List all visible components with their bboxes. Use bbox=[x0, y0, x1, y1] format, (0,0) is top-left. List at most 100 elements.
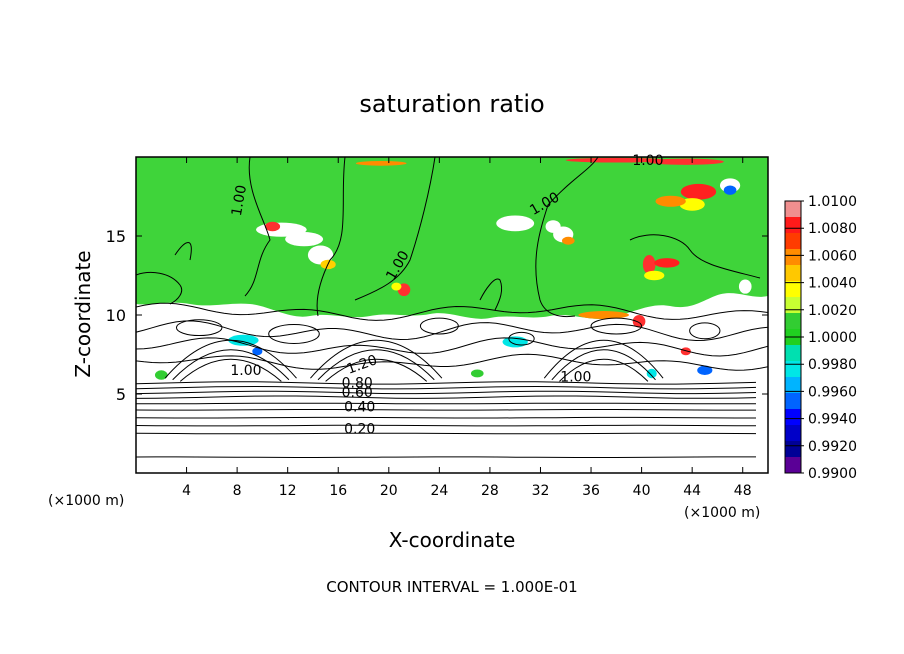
contour-line bbox=[136, 432, 757, 435]
contour-line bbox=[136, 390, 757, 395]
contour-label: 1.00 bbox=[230, 363, 261, 379]
x-axis-label: X-coordinate bbox=[389, 528, 516, 552]
contour-line bbox=[479, 278, 503, 311]
y-tick-label: 10 bbox=[106, 306, 126, 325]
field-patch bbox=[252, 347, 263, 356]
contour-line bbox=[136, 337, 768, 357]
contour-line bbox=[136, 424, 757, 427]
contour-line bbox=[136, 381, 757, 385]
colorbar-swatch bbox=[785, 217, 801, 234]
contour-line bbox=[136, 353, 768, 371]
contour-loop bbox=[689, 322, 721, 340]
field-patch bbox=[496, 215, 535, 232]
contour-line bbox=[136, 302, 768, 321]
x-tick-label: 36 bbox=[582, 483, 600, 499]
colorbar-tick-label: 1.0020 bbox=[808, 303, 857, 319]
contour-loop bbox=[268, 323, 320, 344]
contour-line bbox=[316, 157, 346, 317]
contour-line bbox=[136, 385, 757, 390]
colorbar-swatch bbox=[785, 297, 801, 314]
contour-loop bbox=[508, 331, 535, 346]
colorbar-tick-label: 1.0060 bbox=[808, 248, 857, 264]
colorbar-tick-label: 1.0040 bbox=[808, 276, 857, 292]
colorbar-tick-label: 0.9900 bbox=[808, 466, 857, 482]
contour-loop bbox=[175, 319, 223, 337]
x-tick-label: 20 bbox=[380, 483, 398, 499]
contour-line bbox=[136, 272, 183, 305]
colorbar-swatch bbox=[785, 201, 801, 218]
contour-line bbox=[629, 234, 761, 279]
contour-label: 1.00 bbox=[632, 153, 663, 169]
colorbar-swatch bbox=[785, 457, 801, 474]
field-patch bbox=[355, 160, 407, 166]
plot-area bbox=[136, 157, 768, 473]
contour-line bbox=[354, 157, 436, 301]
field-patch bbox=[655, 195, 686, 207]
x-tick-label: 8 bbox=[233, 483, 242, 499]
colorbar-tick-label: 0.9960 bbox=[808, 384, 857, 400]
contour-line bbox=[136, 395, 757, 399]
colorbar-swatch bbox=[785, 233, 801, 250]
contour-line bbox=[136, 320, 768, 342]
contour-line bbox=[179, 358, 282, 382]
field-patch bbox=[285, 232, 324, 247]
y-tick-label: 15 bbox=[106, 227, 126, 246]
chart-title: saturation ratio bbox=[359, 90, 544, 118]
colorbar-swatch bbox=[785, 249, 801, 266]
field-patch bbox=[578, 311, 629, 319]
contour-loop bbox=[590, 317, 643, 335]
field-patch bbox=[391, 282, 402, 291]
field-patch bbox=[654, 258, 680, 268]
colorbar-swatch bbox=[785, 313, 801, 330]
contour-line bbox=[543, 340, 664, 379]
contour-line bbox=[244, 157, 271, 297]
x-unit-left: (×1000 m) bbox=[48, 493, 124, 509]
x-tick-label: 12 bbox=[279, 483, 297, 499]
x-tick-label: 40 bbox=[633, 483, 651, 499]
field-patch bbox=[561, 236, 575, 245]
field-patch bbox=[723, 185, 737, 195]
field-patch bbox=[680, 347, 691, 356]
x-tick-label: 16 bbox=[329, 483, 347, 499]
field-patch bbox=[680, 183, 717, 200]
field-patch bbox=[730, 297, 751, 317]
contour-label: 0.60 bbox=[342, 385, 373, 401]
saturated-region bbox=[136, 157, 768, 319]
colorbar-swatch bbox=[785, 281, 801, 298]
y-axis-label: Z-coordinate bbox=[71, 250, 95, 377]
contour-line bbox=[310, 339, 443, 379]
x-tick-label: 44 bbox=[683, 483, 701, 499]
x-tick-label: 28 bbox=[481, 483, 499, 499]
field-patch bbox=[307, 245, 334, 265]
contour-line bbox=[136, 416, 756, 419]
contour-loop bbox=[419, 317, 459, 335]
contour-line bbox=[136, 402, 757, 405]
colorbar-tick-label: 0.9980 bbox=[808, 357, 857, 373]
colorbar-tick-label: 0.9920 bbox=[808, 439, 857, 455]
x-tick-label: 32 bbox=[532, 483, 550, 499]
colorbar-swatch bbox=[785, 409, 801, 426]
x-tick-label: 4 bbox=[182, 483, 191, 499]
field-patch bbox=[697, 365, 713, 376]
contour-label: 0.20 bbox=[344, 422, 375, 438]
field-patch bbox=[470, 369, 484, 378]
contour-line bbox=[172, 349, 290, 381]
contour-line bbox=[559, 358, 649, 382]
colorbar-swatch bbox=[785, 361, 801, 378]
field-patch bbox=[264, 221, 281, 232]
colorbar-swatch bbox=[785, 425, 801, 442]
x-unit-right: (×1000 m) bbox=[684, 505, 760, 521]
colorbar-swatch bbox=[785, 377, 801, 394]
contour-line bbox=[136, 456, 756, 458]
colorbar-tick-label: 1.0100 bbox=[808, 194, 857, 210]
colorbar-tick-label: 1.0080 bbox=[808, 221, 857, 237]
colorbar: 1.0100 1.0080 1.0060 1.0040 1.0020 1.0000 0.99… bbox=[784, 194, 857, 482]
contour-interval-note: CONTOUR INTERVAL = 1.000E-01 bbox=[326, 578, 577, 596]
contour-label: 1.00 bbox=[560, 369, 591, 385]
field-patch bbox=[154, 370, 168, 380]
colorbar-swatch bbox=[785, 345, 801, 362]
x-tick-label: 24 bbox=[430, 483, 448, 499]
contour-line bbox=[535, 157, 599, 318]
contour-line bbox=[174, 242, 192, 261]
